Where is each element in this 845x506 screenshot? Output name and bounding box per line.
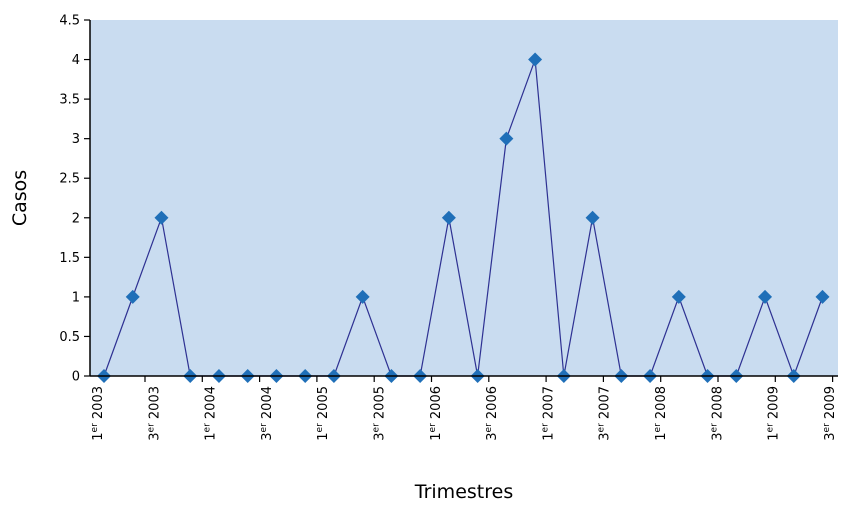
x-tick-label: 3er 2009: [822, 386, 838, 441]
x-tick-label: 1er 2009: [766, 386, 782, 441]
x-tick-label: 3er 2005: [372, 386, 388, 441]
data-point: [585, 210, 600, 225]
data-point: [758, 289, 773, 304]
data-point: [154, 210, 169, 225]
y-tick-label: 4: [72, 53, 80, 68]
y-tick-label: 0.5: [59, 330, 80, 345]
x-tick-label: 1er 2003: [90, 386, 106, 441]
data-point: [441, 210, 456, 225]
y-tick-label: 2.5: [59, 172, 80, 187]
data-point: [671, 289, 686, 304]
y-tick-label: 4.5: [59, 14, 80, 29]
x-tick-label: 1er 2008: [653, 386, 669, 441]
y-axis-title: Casos: [9, 170, 31, 226]
y-tick-label: 1.5: [59, 251, 80, 266]
x-tick-label: 3er 2006: [484, 386, 500, 441]
x-tick-label: 1er 2005: [315, 386, 331, 441]
data-point: [355, 289, 370, 304]
y-tick-label: 1: [72, 290, 80, 305]
data-point: [528, 52, 543, 67]
x-tick-label: 1er 2004: [203, 386, 219, 441]
x-tick-label: 1er 2007: [540, 386, 556, 441]
x-tick-label: 3er 2008: [709, 386, 725, 441]
data-point: [499, 131, 514, 146]
y-tick-label: 3.5: [59, 93, 80, 108]
axes-layer: 0 0.5 1 1.5 2 2.5 3 3.5 4 4.5 1er 2003 3er 2003 1er …: [59, 14, 838, 441]
x-tick-label: 3er 2004: [259, 386, 275, 441]
data-point: [125, 289, 140, 304]
x-axis-title: Trimestres: [414, 481, 513, 503]
data-point: [815, 289, 830, 304]
plot-area-background: [90, 20, 838, 376]
x-tick-label: 1er 2006: [428, 386, 444, 441]
y-tick-label: 3: [72, 132, 80, 147]
y-tick-label: 0: [72, 370, 80, 385]
x-tick-label: 3er 2003: [146, 386, 162, 441]
x-tick-label: 3er 2007: [597, 386, 613, 441]
y-tick-label: 2: [72, 211, 80, 226]
